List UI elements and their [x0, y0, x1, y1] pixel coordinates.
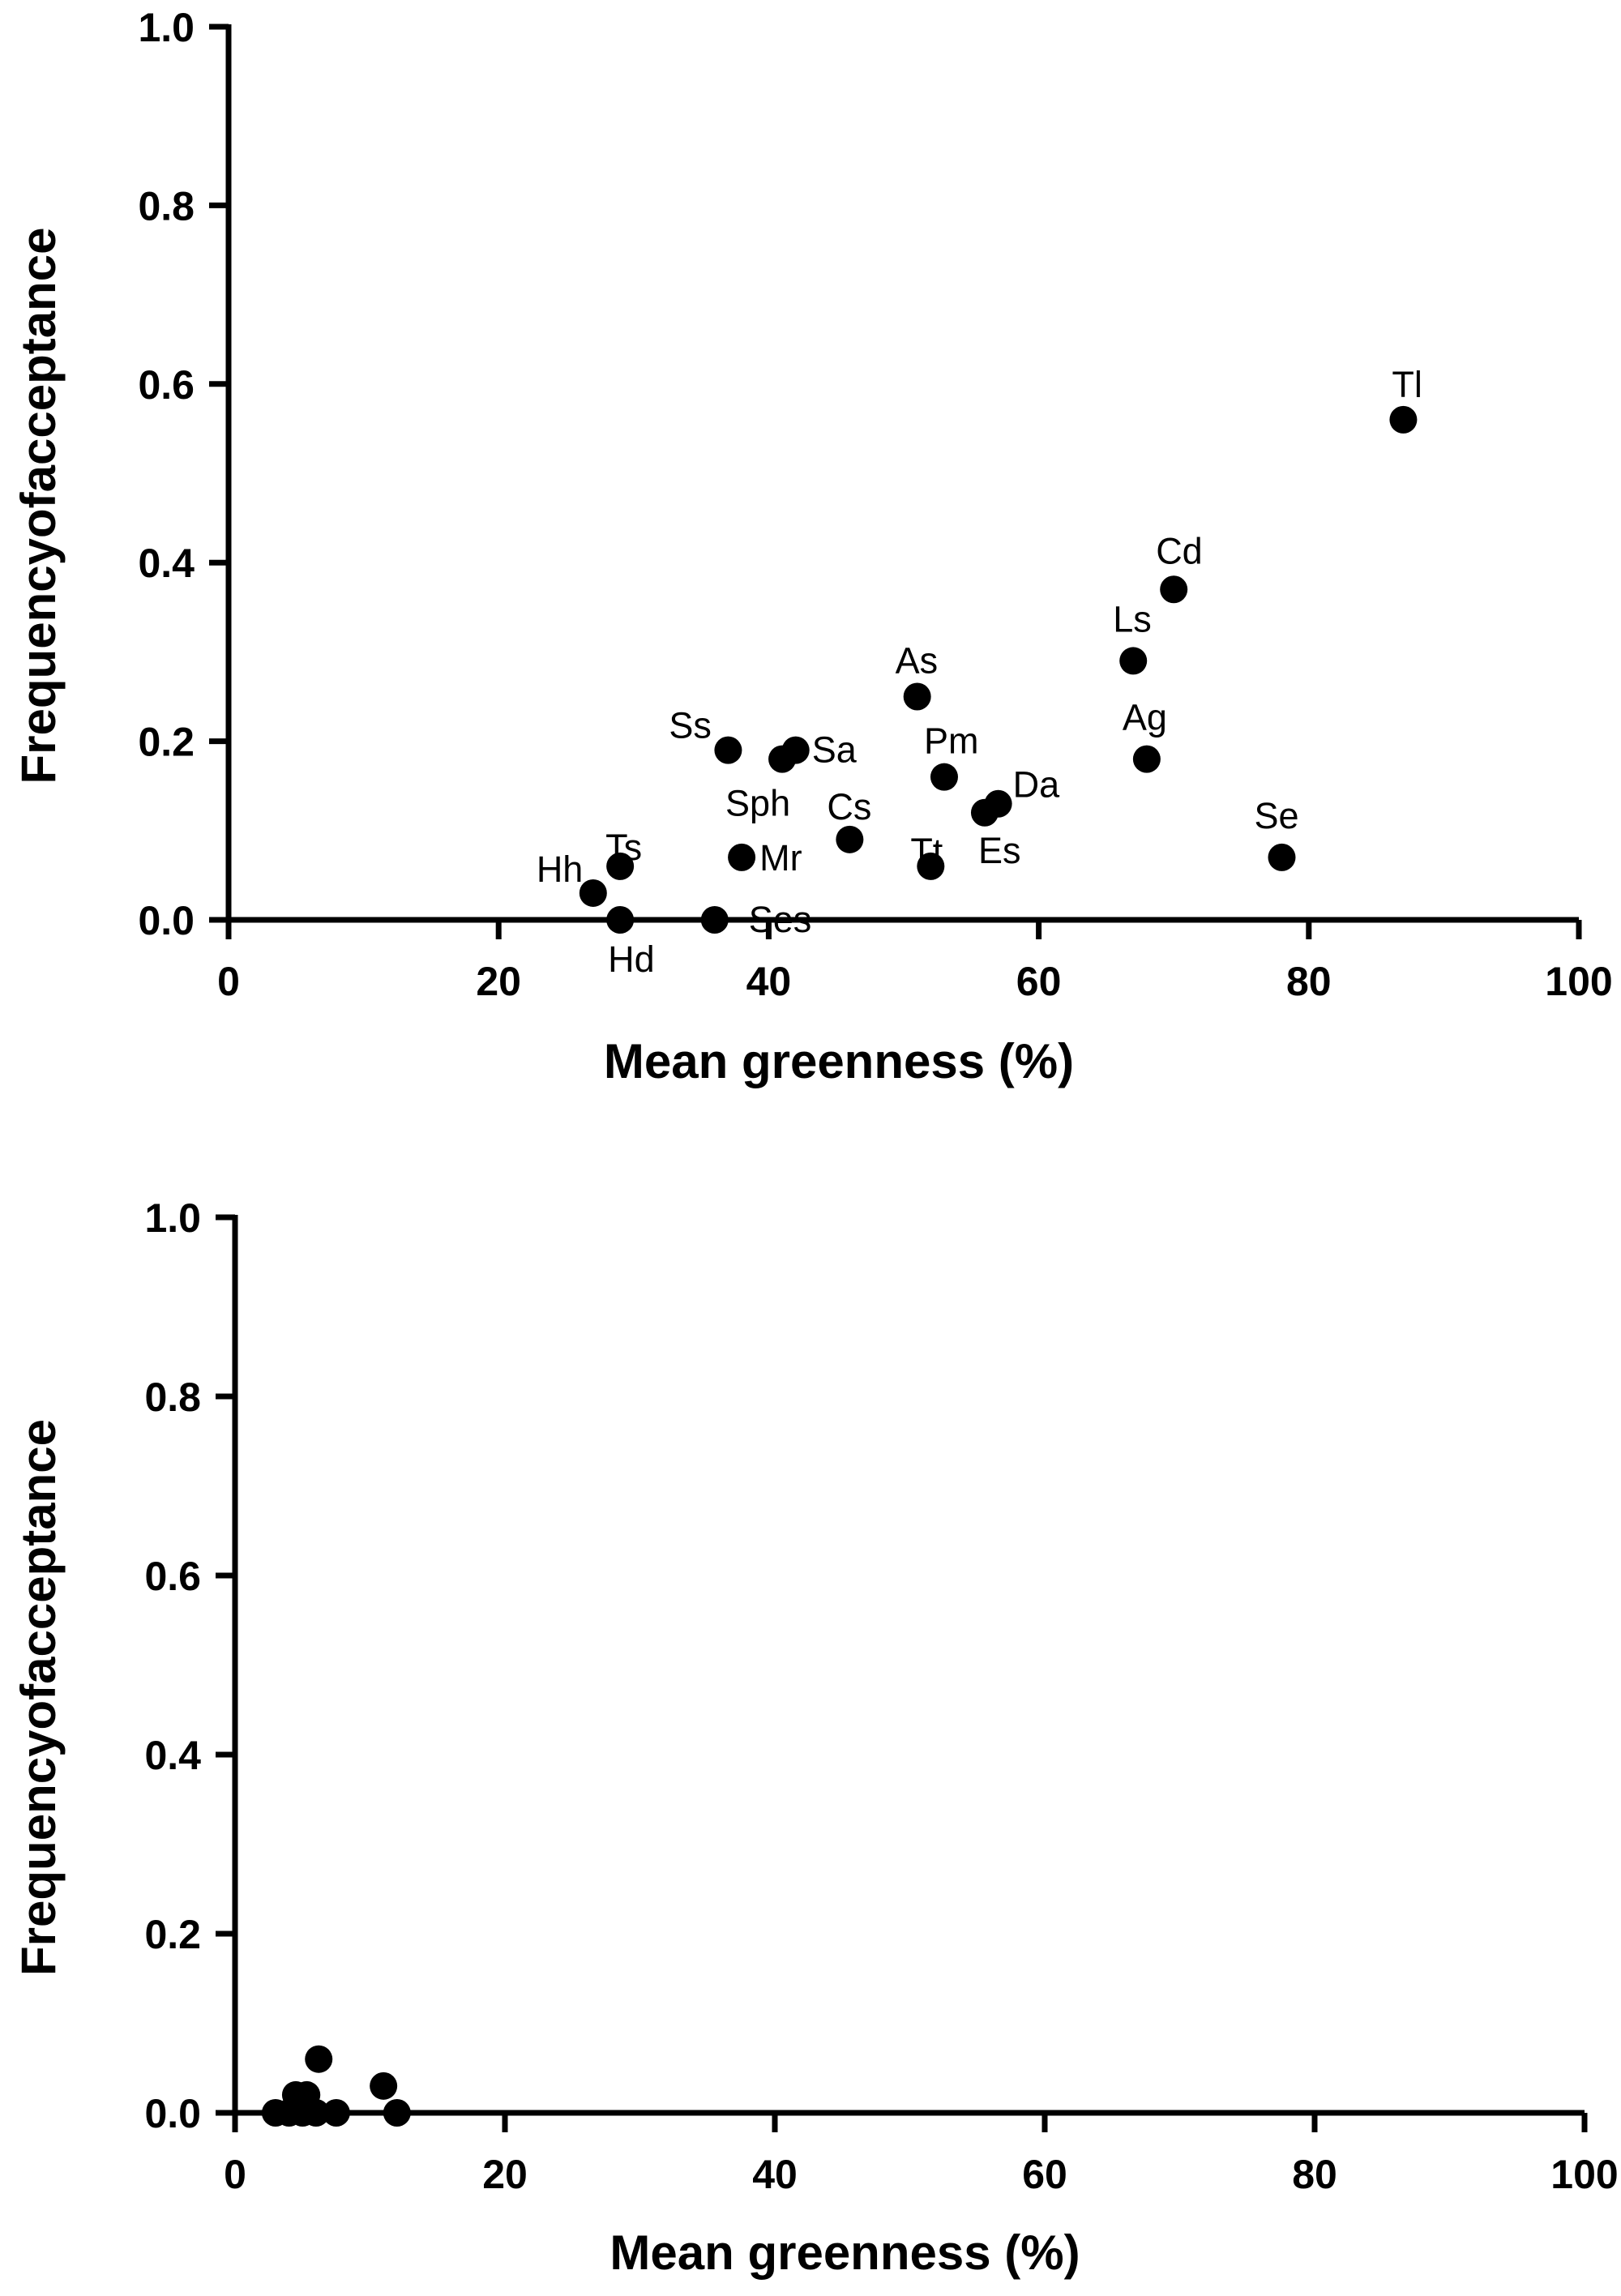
point-label: Da	[1013, 764, 1060, 806]
point-label: Cs	[827, 786, 871, 827]
y-axis-title: Frequencyofacceptance	[11, 228, 66, 785]
point-label: Sa	[812, 729, 858, 771]
point-label: Ss	[669, 705, 712, 746]
point-label: Mr	[759, 837, 802, 879]
point-label: Tt	[910, 831, 943, 872]
data-point	[1119, 647, 1148, 675]
x-tick-label: 80	[1286, 959, 1332, 1004]
y-tick-label: 0.0	[144, 2091, 201, 2136]
y-tick-label: 0.6	[144, 1554, 201, 1599]
y-tick-label: 1.0	[144, 1195, 201, 1241]
x-tick-label: 80	[1292, 2152, 1337, 2197]
data-point	[1132, 745, 1161, 773]
x-tick-label: 0	[224, 2152, 246, 2197]
data-point	[322, 2099, 350, 2127]
point-label: Sph	[725, 783, 790, 824]
data-point	[1160, 575, 1188, 604]
y-tick-label: 0.4	[144, 1733, 201, 1778]
data-point	[1389, 405, 1418, 434]
data-point	[305, 2045, 333, 2073]
data-point	[606, 852, 635, 880]
point-label: Ag	[1123, 697, 1167, 738]
y-axis-title: Frequencyofacceptance	[11, 1419, 66, 1976]
point-label: Hh	[537, 849, 584, 890]
point-label: Ts	[605, 827, 642, 868]
point-label: Cd	[1156, 530, 1203, 571]
data-point	[302, 2099, 330, 2127]
data-point	[728, 843, 756, 871]
x-tick-label: 100	[1545, 959, 1612, 1004]
x-tick-label: 60	[1016, 959, 1062, 1004]
chart-panel-1: 0.0 0.2 0.4 0.6 0.8 1.0 0 20 40 60 80 100 Mean green…	[11, 5, 1613, 1088]
data-point	[903, 682, 931, 711]
y-tick-label: 0.0	[138, 898, 195, 943]
point-label: Ls	[1113, 598, 1152, 639]
chart-panel-2: 0.0 0.2 0.4 0.6 0.8 1.0 0 20 40 60 80 100 Mean green…	[11, 1195, 1619, 2280]
point-label: Es	[978, 830, 1021, 871]
point-label: Ses	[749, 899, 812, 940]
point-label: Tl	[1392, 364, 1422, 405]
y-tick-label: 0.8	[144, 1375, 201, 1420]
data-point	[606, 906, 635, 934]
data-point	[917, 852, 945, 880]
y-tick-label: 0.8	[138, 183, 195, 229]
data-point	[370, 2072, 398, 2100]
point-label: Pm	[924, 720, 979, 762]
y-tick-label: 0.4	[138, 541, 195, 586]
y-tick-label: 1.0	[138, 5, 195, 50]
x-axis-title: Mean greenness (%)	[609, 2225, 1080, 2280]
data-point	[930, 763, 958, 791]
point-label: As	[896, 640, 939, 682]
point-label: Se	[1254, 795, 1298, 836]
data-point	[1268, 843, 1296, 871]
x-tick-label: 0	[217, 959, 240, 1004]
x-axis-title: Mean greenness (%)	[604, 1034, 1074, 1088]
data-point	[714, 736, 742, 764]
data-point	[836, 825, 864, 853]
point-label: Hd	[608, 938, 655, 980]
x-tick-label: 20	[482, 2152, 528, 2197]
x-tick-label: 60	[1022, 2152, 1067, 2197]
data-point	[970, 798, 999, 827]
y-tick-label: 0.6	[138, 362, 195, 408]
data-point	[383, 2099, 411, 2127]
y-tick-label: 0.2	[144, 1912, 201, 1957]
data-point	[700, 906, 729, 934]
x-tick-label: 100	[1550, 2152, 1618, 2197]
x-tick-label: 20	[476, 959, 521, 1004]
x-tick-label: 40	[746, 959, 792, 1004]
x-tick-label: 40	[752, 2152, 798, 2197]
y-tick-label: 0.2	[138, 720, 195, 765]
data-point	[768, 745, 797, 773]
data-point	[579, 879, 607, 907]
